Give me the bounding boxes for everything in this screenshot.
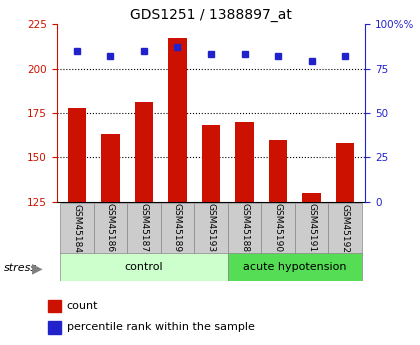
Bar (194, 203, 228, 254)
Text: count: count (67, 301, 98, 311)
Bar (135, 102, 153, 202)
Bar (295, 203, 328, 254)
Bar (261, 203, 295, 254)
Text: GSM45191: GSM45191 (307, 204, 316, 253)
Bar (127, 203, 161, 254)
Bar (235, 122, 254, 202)
Text: GSM45187: GSM45187 (139, 204, 148, 253)
Text: GSM45184: GSM45184 (72, 204, 81, 253)
Text: GSM45193: GSM45193 (207, 204, 215, 253)
Bar (168, 38, 187, 202)
Bar (68, 108, 86, 202)
Bar (101, 134, 120, 202)
Bar (48, 321, 61, 334)
Text: control: control (125, 262, 163, 272)
Bar (328, 203, 362, 254)
Bar (60, 253, 228, 281)
Text: stress: stress (4, 264, 37, 273)
Text: GSM45189: GSM45189 (173, 204, 182, 253)
Bar (161, 203, 194, 254)
Text: GSM45188: GSM45188 (240, 204, 249, 253)
Text: GSM45186: GSM45186 (106, 204, 115, 253)
Text: GSM45192: GSM45192 (341, 204, 350, 253)
Bar (48, 299, 61, 312)
Bar (60, 203, 94, 254)
Bar (202, 126, 220, 202)
Bar (228, 253, 362, 281)
Text: ▶: ▶ (32, 262, 42, 275)
Text: GSM45190: GSM45190 (274, 204, 283, 253)
Bar (228, 203, 261, 254)
Text: acute hypotension: acute hypotension (243, 262, 346, 272)
Text: percentile rank within the sample: percentile rank within the sample (67, 322, 255, 332)
Bar (302, 193, 321, 202)
Title: GDS1251 / 1388897_at: GDS1251 / 1388897_at (130, 8, 292, 22)
Bar (269, 140, 287, 202)
Bar (336, 143, 354, 202)
Bar (94, 203, 127, 254)
